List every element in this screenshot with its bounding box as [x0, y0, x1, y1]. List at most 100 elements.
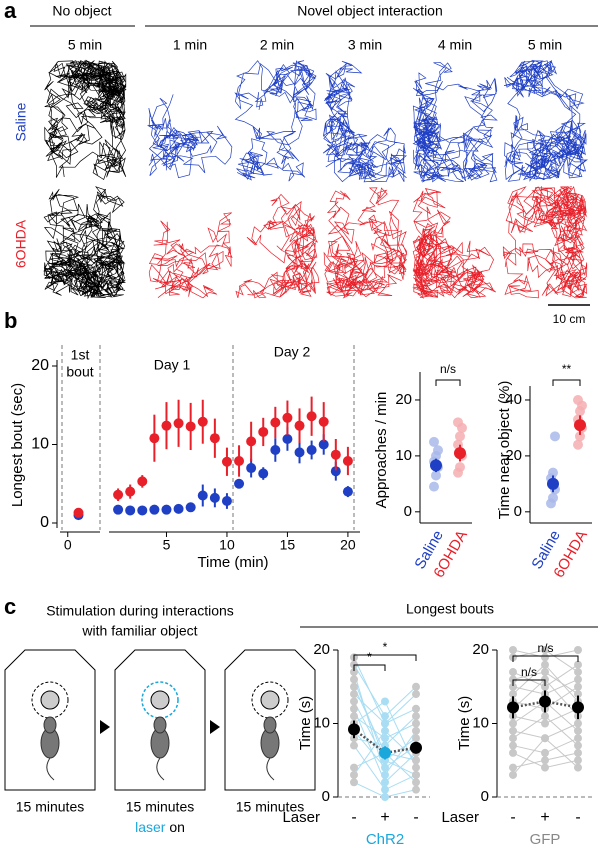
- subject-point: [574, 668, 582, 677]
- subject-point: [541, 763, 549, 772]
- x-tick-label: 0: [64, 537, 72, 553]
- bracket: [512, 655, 579, 662]
- subject-point: [381, 712, 389, 721]
- subject-point: [412, 690, 420, 699]
- point: [137, 505, 148, 516]
- panel-label: c: [4, 594, 16, 619]
- point: [455, 462, 465, 473]
- mean-point: [507, 701, 519, 714]
- point: [221, 496, 232, 507]
- bracket: [435, 379, 461, 386]
- mean-point: [539, 695, 551, 708]
- subject-point: [350, 778, 358, 787]
- point: [342, 486, 353, 497]
- x-tick-label: -: [510, 809, 515, 826]
- subject-point: [574, 690, 582, 699]
- trajectory: [234, 60, 317, 182]
- subject-point: [574, 734, 582, 743]
- point: [294, 447, 305, 458]
- subject-point: [412, 785, 420, 794]
- point: [137, 476, 148, 487]
- y-tick-label: 20: [313, 641, 330, 658]
- arena: [4, 649, 96, 791]
- y-tick-label: 10: [31, 436, 49, 453]
- row-label: 6OHDA: [13, 219, 29, 268]
- subject-point: [541, 675, 549, 684]
- point: [161, 504, 172, 515]
- mean-point: [574, 419, 586, 432]
- mean-point: [379, 746, 391, 759]
- subject-point: [541, 682, 549, 691]
- subject-point: [381, 726, 389, 735]
- subject-point: [541, 646, 549, 654]
- mouse-head: [153, 716, 167, 734]
- annotation: n/s: [537, 641, 553, 655]
- subject-point: [381, 785, 389, 794]
- point: [306, 444, 317, 455]
- mean-point: [348, 723, 360, 736]
- point: [330, 449, 341, 460]
- arena: [224, 649, 316, 791]
- subject-point: [574, 726, 582, 735]
- point: [573, 439, 583, 450]
- x-tick-label: -: [351, 809, 356, 826]
- y-label: Time near object (%): [496, 381, 513, 520]
- header: Novel object interaction: [297, 3, 443, 19]
- object: [150, 690, 170, 710]
- subject-point: [541, 756, 549, 765]
- mean-point: [572, 701, 584, 714]
- arrow: [100, 720, 110, 734]
- subject-point: [381, 734, 389, 743]
- y-tick-label: 0: [404, 503, 412, 520]
- subject-point: [509, 770, 517, 779]
- step-label: 15 minutes: [16, 799, 84, 815]
- step-label: 15 minutes: [126, 799, 194, 815]
- time-label: 4 min: [438, 37, 472, 53]
- point: [113, 489, 124, 500]
- point: [161, 420, 172, 431]
- y-tick-label: 10: [395, 447, 412, 464]
- subject-point: [350, 668, 358, 677]
- point: [453, 417, 463, 428]
- trajectory: [412, 187, 497, 299]
- point: [548, 492, 558, 503]
- mean-point: [410, 741, 422, 754]
- subject-point: [574, 741, 582, 750]
- annotation: *: [367, 650, 372, 664]
- point: [246, 436, 257, 447]
- subject-point: [509, 668, 517, 677]
- subject-point: [574, 763, 582, 772]
- object: [40, 690, 60, 710]
- mean-point: [454, 447, 466, 460]
- point: [575, 431, 585, 442]
- time-label: 5 min: [528, 37, 562, 53]
- bracket: [552, 379, 581, 386]
- subject-point: [509, 682, 517, 691]
- time-label: 1 min: [173, 37, 207, 53]
- zone: [141, 681, 179, 719]
- subject-point: [412, 726, 420, 735]
- trajectory: [44, 59, 127, 181]
- point: [318, 439, 329, 450]
- subject-point: [350, 704, 358, 713]
- trajectory: [148, 212, 233, 299]
- mean-line: [353, 728, 417, 755]
- subject-point: [350, 690, 358, 699]
- subject-point: [350, 697, 358, 706]
- x-tick-label: +: [540, 809, 549, 826]
- subject-point: [541, 748, 549, 757]
- subject-point: [381, 719, 389, 728]
- annotation: 1st: [71, 347, 90, 363]
- subject-point: [381, 793, 389, 801]
- x-tick-label: 15: [280, 537, 296, 553]
- y-label: Time (s): [297, 696, 314, 750]
- subject-point: [412, 763, 420, 772]
- y-tick-label: 10: [472, 714, 489, 731]
- point: [149, 433, 160, 444]
- subject-point: [509, 741, 517, 750]
- object: [260, 690, 280, 710]
- y-tick-label: 20: [31, 357, 49, 374]
- subject-point: [574, 660, 582, 669]
- subject-point: [509, 646, 517, 654]
